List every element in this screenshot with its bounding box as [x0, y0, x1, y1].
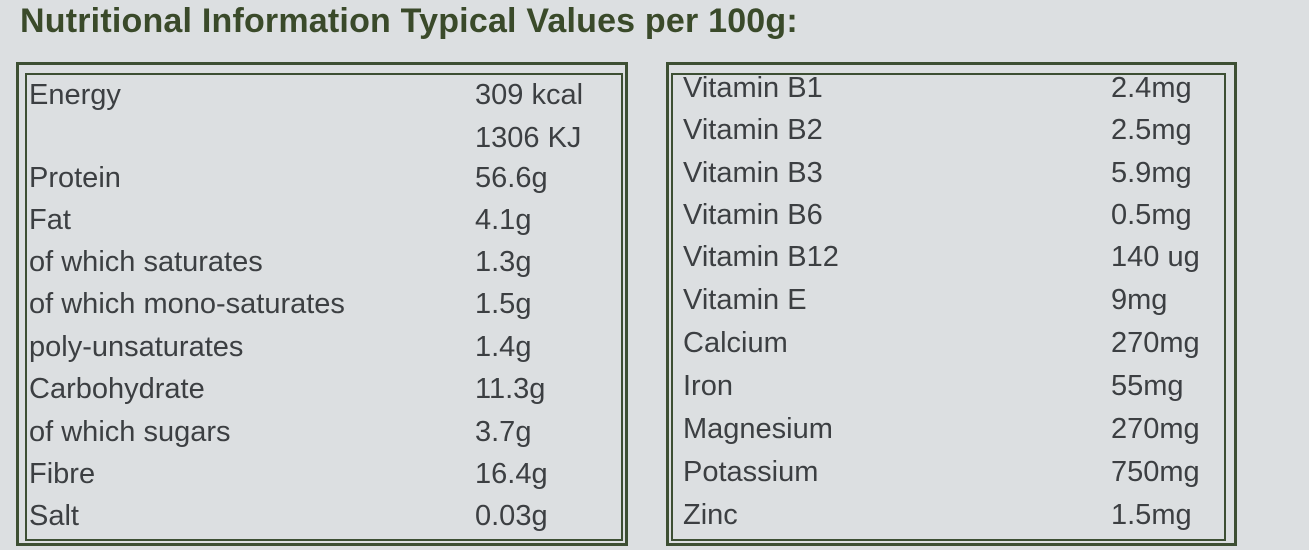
row-label: Salt [29, 500, 79, 532]
table-row: Vitamin B6 0.5mg [669, 199, 1234, 241]
row-value: 0.5mg [1111, 199, 1192, 231]
row-value: 270mg [1111, 327, 1200, 359]
row-label: Vitamin B12 [683, 241, 839, 273]
table-row: Iron 55mg [669, 370, 1234, 412]
row-value: 2.4mg [1111, 72, 1192, 104]
row-label: of which mono-saturates [29, 288, 345, 320]
row-value: 1.4g [475, 331, 532, 363]
row-label: Fibre [29, 458, 96, 490]
table-row: Fat 4.1g [19, 204, 625, 246]
row-value: 16.4g [475, 458, 548, 490]
row-value: 1.3g [475, 246, 532, 278]
row-value: 55mg [1111, 370, 1184, 402]
row-value: 750mg [1111, 456, 1200, 488]
table-row: Magnesium 270mg [669, 413, 1234, 455]
row-label: Calcium [683, 327, 788, 359]
row-label: Vitamin B6 [683, 199, 823, 231]
table-row: of which saturates 1.3g [19, 246, 625, 288]
row-value: 1.5mg [1111, 499, 1192, 531]
table-row: Energy 309 kcal [19, 79, 625, 121]
row-label: Vitamin B3 [683, 157, 823, 189]
table-row: Zinc 1.5mg [669, 499, 1234, 541]
row-value: 309 kcal [475, 79, 584, 111]
nutrition-table: Energy 309 kcal 1306 KJ Protein 56.6g Fa… [16, 62, 628, 546]
table-row: Salt 0.03g [19, 500, 625, 542]
row-label: Energy [29, 79, 121, 111]
row-value: 11.3g [475, 373, 546, 405]
row-label: Zinc [683, 499, 738, 531]
row-value: 3.7g [475, 416, 532, 448]
row-label: Fat [29, 204, 71, 236]
page-title: Nutritional Information Typical Values p… [20, 2, 798, 40]
table-row: Vitamin B1 2.4mg [669, 72, 1234, 114]
row-value: 2.5mg [1111, 114, 1192, 146]
row-value: 1.5g [475, 288, 532, 320]
row-value: 56.6g [475, 162, 548, 194]
row-label: Protein [29, 162, 121, 194]
row-value: 4.1g [475, 204, 532, 236]
table-row: Carbohydrate 11.3g [19, 373, 625, 415]
row-label: Vitamin B1 [683, 72, 823, 104]
table-row: Protein 56.6g [19, 162, 625, 204]
vitamins-minerals-table: Vitamin B1 2.4mg Vitamin B2 2.5mg Vitami… [666, 62, 1237, 546]
table-row: of which mono-saturates 1.5g [19, 288, 625, 330]
vitamins-minerals-table-border [671, 73, 1226, 541]
row-value: 5.9mg [1111, 157, 1192, 189]
table-row: Potassium 750mg [669, 456, 1234, 498]
table-row: Fibre 16.4g [19, 458, 625, 500]
table-row: Vitamin B12 140 ug [669, 241, 1234, 283]
table-row: Vitamin B2 2.5mg [669, 114, 1234, 156]
table-row: poly-unsaturates 1.4g [19, 331, 625, 373]
row-value: 140 ug [1111, 241, 1200, 273]
row-value: 270mg [1111, 413, 1200, 445]
table-row: of which sugars 3.7g [19, 416, 625, 458]
row-label: poly-unsaturates [29, 331, 244, 363]
row-label: Potassium [683, 456, 819, 488]
row-label: Magnesium [683, 413, 833, 445]
row-label: Vitamin B2 [683, 114, 823, 146]
table-row: Vitamin E 9mg [669, 284, 1234, 326]
row-value: 9mg [1111, 284, 1168, 316]
table-row: Calcium 270mg [669, 327, 1234, 369]
row-label: Iron [683, 370, 733, 402]
row-value: 1306 KJ [475, 122, 582, 154]
row-label: of which saturates [29, 246, 263, 278]
row-label: Vitamin E [683, 284, 807, 316]
row-label: of which sugars [29, 416, 231, 448]
table-row: 1306 KJ [19, 122, 625, 164]
row-value: 0.03g [475, 500, 548, 532]
row-label: Carbohydrate [29, 373, 205, 405]
table-row: Vitamin B3 5.9mg [669, 157, 1234, 199]
nutrition-table-border [25, 73, 623, 541]
